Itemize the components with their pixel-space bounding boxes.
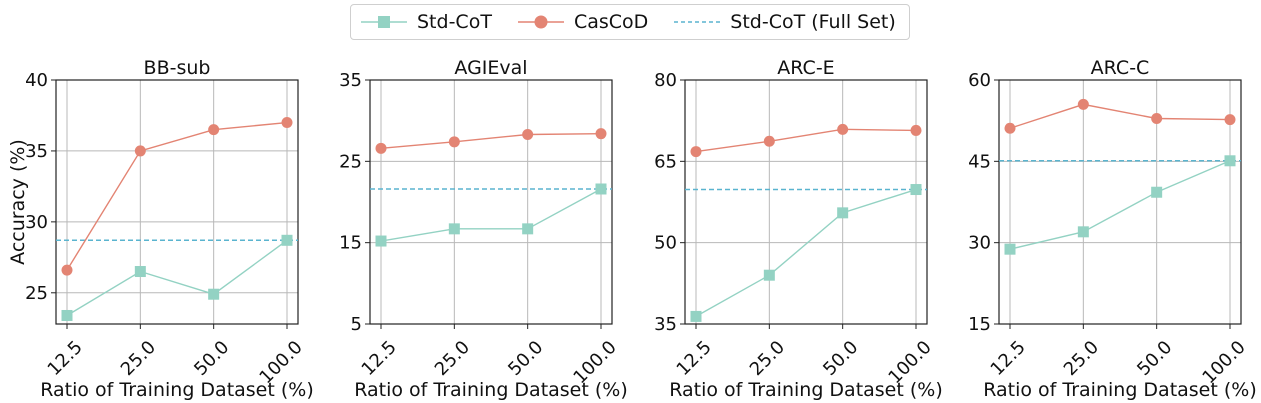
y-tick-label: 40 — [25, 70, 48, 91]
std-cot-data-point — [448, 223, 460, 235]
legend-label-cascod: CasCoD — [573, 11, 649, 33]
cascod-data-point — [208, 124, 220, 136]
x-tick-label: 50.0 — [1133, 337, 1176, 380]
y-tick-label: 30 — [25, 212, 48, 233]
std-cot-series-line — [1009, 160, 1231, 250]
std-cot-legend-marker-icon — [361, 16, 407, 28]
cascod-series-line — [695, 128, 917, 153]
y-tick-label: 35 — [654, 314, 677, 335]
std-cot-data-point — [1004, 243, 1016, 255]
x-axis-label: Ratio of Training Dataset (%) — [40, 379, 314, 401]
std-cot-series-line — [380, 188, 602, 242]
axes-frame — [55, 79, 299, 325]
x-axis-label: Ratio of Training Dataset (%) — [983, 379, 1257, 401]
std-cot-data-point — [837, 207, 849, 219]
std-cot-data-point — [1224, 155, 1236, 167]
y-tick-label: 35 — [25, 141, 48, 162]
chart-title: ARC-C — [1091, 57, 1150, 79]
std-cot-data-point — [522, 223, 534, 235]
y-tick-label: 65 — [654, 151, 677, 172]
y-tick-label: 30 — [968, 233, 991, 254]
cascod-data-point — [690, 146, 702, 158]
cascod-data-point — [1004, 122, 1016, 134]
std-cot-data-point — [208, 288, 220, 300]
x-tick-label: 25.0 — [1060, 337, 1103, 380]
std-cot-data-point — [281, 234, 293, 246]
std-cot-data-point — [763, 269, 775, 281]
std-cot-data-point — [690, 310, 702, 322]
cascod-series-line — [66, 121, 288, 271]
x-tick-label: 12.5 — [673, 337, 716, 380]
y-tick-label: 25 — [339, 151, 362, 172]
x-tick-label: 12.5 — [358, 337, 401, 380]
cascod-data-point — [134, 145, 146, 157]
x-tick-label: 50.0 — [504, 337, 547, 380]
y-tick-label: 50 — [654, 233, 677, 254]
cascod-data-point — [281, 117, 293, 129]
y-tick-label: 35 — [339, 70, 362, 91]
x-tick-label: 25.0 — [117, 337, 160, 380]
axes-frame — [998, 79, 1242, 325]
x-tick-label: 50.0 — [819, 337, 862, 380]
x-axis-label: Ratio of Training Dataset (%) — [669, 379, 943, 401]
x-axis-label: Ratio of Training Dataset (%) — [354, 379, 628, 401]
cascod-series-line — [380, 132, 602, 150]
y-tick-label: 80 — [654, 70, 677, 91]
full-set-legend-line-icon — [674, 21, 721, 23]
std-cot-data-point — [61, 309, 73, 321]
axes-frame — [369, 79, 613, 325]
chart-title: ARC-E — [777, 57, 834, 79]
x-tick-label: 12.5 — [44, 337, 87, 380]
cascod-series-line — [1009, 103, 1231, 129]
axes-frame — [684, 79, 928, 325]
std-cot-series-line — [66, 239, 288, 317]
std-cot-data-point — [910, 184, 922, 196]
cascod-data-point — [61, 264, 73, 276]
x-tick-label: 25.0 — [746, 337, 789, 380]
std-cot-data-point — [375, 235, 387, 247]
std-cot-series-line — [695, 188, 917, 318]
y-tick-label: 5 — [351, 314, 362, 335]
cascod-data-point — [1077, 98, 1089, 110]
cascod-data-point — [448, 136, 460, 148]
std-cot-data-point — [1077, 226, 1089, 238]
legend-item-full-set: Std-CoT (Full Set) — [674, 11, 896, 33]
legend-item-cascod: CasCoD — [517, 11, 649, 33]
std-cot-data-point — [595, 183, 607, 195]
x-tick-label: 50.0 — [190, 337, 233, 380]
std-cot-data-point — [1151, 186, 1163, 198]
y-tick-label: 25 — [25, 283, 48, 304]
cascod-data-point — [1151, 112, 1163, 124]
chart-title: BB-sub — [144, 57, 211, 79]
y-tick-label: 45 — [968, 151, 991, 172]
cascod-data-point — [522, 128, 534, 140]
cascod-data-point — [595, 128, 607, 140]
cascod-data-point — [837, 123, 849, 135]
chart-title: AGIEval — [454, 57, 527, 79]
y-axis-label: Accuracy (%) — [7, 139, 29, 265]
y-tick-label: 15 — [968, 314, 991, 335]
std-cot-data-point — [134, 266, 146, 278]
x-tick-label: 12.5 — [987, 337, 1030, 380]
cascod-legend-marker-icon — [517, 15, 564, 29]
legend-item-std-cot: Std-CoT — [361, 11, 492, 33]
cascod-data-point — [375, 142, 387, 154]
x-tick-label: 25.0 — [431, 337, 474, 380]
cascod-data-point — [763, 135, 775, 147]
legend-label-full-set: Std-CoT (Full Set) — [730, 11, 896, 33]
y-tick-label: 60 — [968, 70, 991, 91]
y-tick-label: 15 — [339, 233, 362, 254]
legend: Std-CoT CasCoD Std-CoT (Full Set) — [350, 4, 910, 40]
legend-label-std-cot: Std-CoT — [417, 11, 492, 33]
cascod-data-point — [910, 124, 922, 136]
cascod-data-point — [1224, 114, 1236, 126]
